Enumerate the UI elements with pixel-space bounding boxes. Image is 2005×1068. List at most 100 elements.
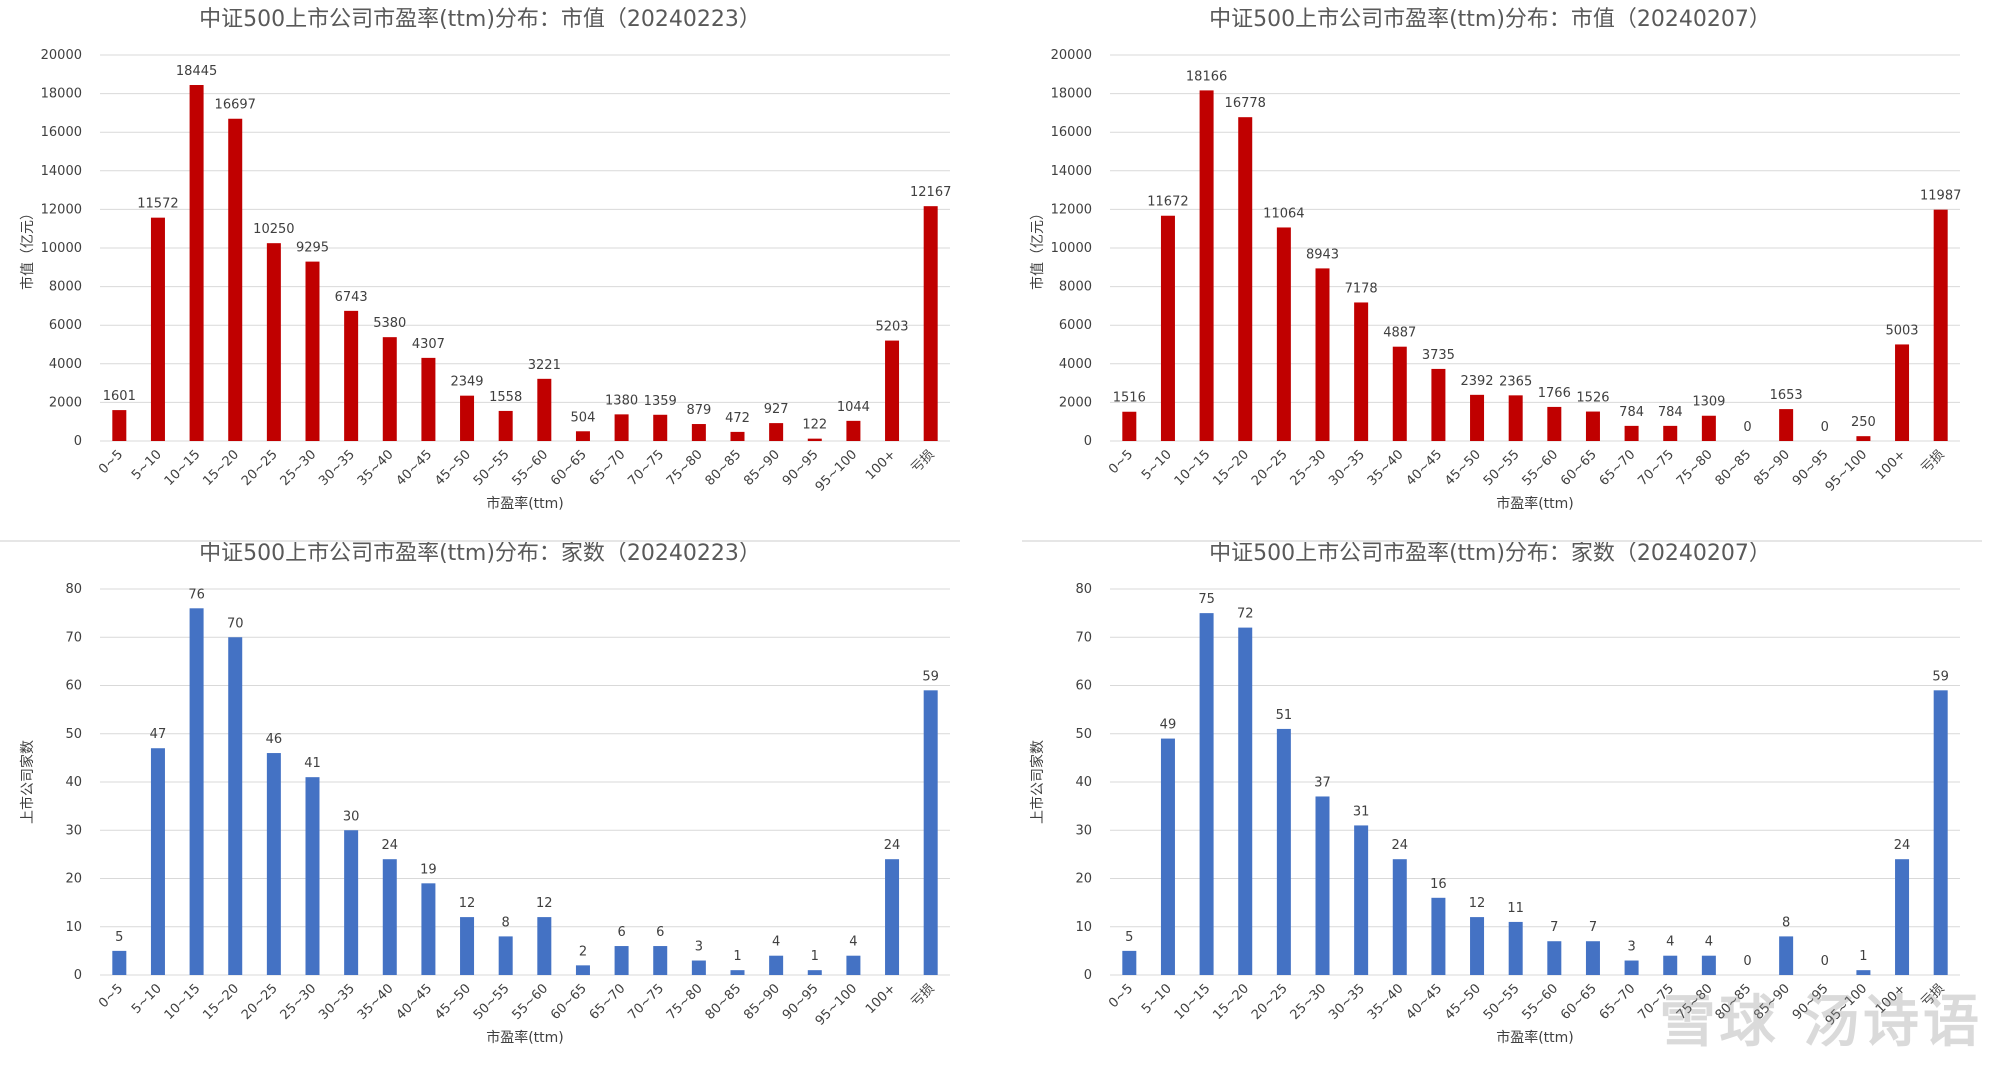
- x-tick-label: 45~50: [432, 447, 474, 489]
- x-tick-label: 50~55: [1481, 447, 1523, 489]
- data-label: 1380: [605, 393, 638, 408]
- bar: [344, 830, 359, 975]
- data-label: 37: [1314, 775, 1331, 790]
- bar: [807, 438, 822, 441]
- bar: [1585, 411, 1600, 441]
- bar: [1895, 859, 1910, 975]
- y-axis-label: 市值（亿元）: [19, 206, 36, 290]
- x-axis-label: 市盈率(ttm): [1496, 495, 1574, 512]
- x-tick-label: 50~55: [471, 981, 513, 1023]
- y-tick-label: 20: [65, 872, 82, 887]
- x-tick-label: 80~85: [703, 447, 745, 489]
- bar: [1276, 728, 1291, 975]
- x-tick-label: 75~80: [1674, 447, 1716, 489]
- bar: [460, 395, 475, 441]
- y-tick-label: 70: [1075, 630, 1092, 645]
- x-tick-label: 0~5: [96, 981, 126, 1011]
- bar: [498, 410, 513, 441]
- x-tick-label: 80~85: [703, 981, 745, 1023]
- data-label: 7: [1589, 920, 1597, 935]
- y-tick-label: 10: [65, 920, 82, 935]
- x-tick-label: 25~30: [1288, 447, 1330, 489]
- data-label: 7178: [1345, 281, 1378, 296]
- bar: [150, 748, 165, 975]
- x-tick-label: 15~20: [1210, 981, 1252, 1023]
- data-label: 4887: [1383, 326, 1416, 341]
- y-axis-label: 市值（亿元）: [1029, 206, 1046, 290]
- x-tick-label: 25~30: [278, 981, 320, 1023]
- data-label: 72: [1237, 607, 1254, 622]
- x-tick-label: 15~20: [200, 447, 242, 489]
- bar: [923, 690, 938, 975]
- x-tick-label: 95~100: [1823, 447, 1871, 495]
- data-label: 504: [571, 410, 596, 425]
- data-label: 5: [115, 930, 123, 945]
- data-label: 8: [1782, 915, 1790, 930]
- bar: [1122, 411, 1137, 441]
- bar: [1199, 90, 1214, 441]
- y-tick-label: 30: [65, 823, 82, 838]
- bar: [923, 206, 938, 441]
- chart-title: 中证500上市公司市盈率(ttm)分布：家数（20240223）: [199, 541, 761, 566]
- chart-market-cap-20240223: 中证500上市公司市盈率(ttm)分布：市值（20240223） 0 2000 400…: [0, 0, 990, 534]
- bar: [1431, 897, 1446, 975]
- bar: [575, 431, 590, 441]
- x-tick-label: 亏损: [1919, 447, 1948, 476]
- x-tick-label: 35~40: [355, 447, 397, 489]
- bar: [614, 414, 629, 441]
- data-label: 12: [1469, 896, 1486, 911]
- x-tick-label: 30~35: [1326, 981, 1368, 1023]
- x-tick-label: 50~55: [471, 447, 513, 489]
- x-tick-label: 100+: [1873, 447, 1909, 483]
- bar: [344, 310, 359, 441]
- horizontal-divider-right: [1022, 540, 1982, 542]
- y-tick-label: 6000: [49, 318, 82, 333]
- y-tick-label: 20: [1075, 872, 1092, 887]
- x-tick-label: 20~25: [1249, 981, 1291, 1023]
- x-tick-label: 85~90: [741, 447, 783, 489]
- data-label: 11987: [1920, 189, 1961, 204]
- y-tick-label: 0: [1084, 434, 1092, 449]
- y-tick-label: 70: [65, 630, 82, 645]
- x-axis-label: 市盈率(ttm): [1496, 1029, 1574, 1046]
- bar: [1470, 917, 1485, 975]
- data-label: 1: [811, 949, 819, 964]
- bar: [537, 378, 552, 441]
- bar: [730, 970, 745, 975]
- data-label: 24: [884, 838, 901, 853]
- data-label: 49: [1160, 718, 1177, 733]
- data-label: 4: [1666, 935, 1674, 950]
- y-tick-label: 80: [1075, 582, 1092, 597]
- bar: [1663, 425, 1678, 441]
- data-label: 59: [922, 669, 939, 684]
- bar: [1470, 394, 1485, 441]
- x-tick-label: 65~70: [587, 447, 629, 489]
- bar: [885, 859, 900, 975]
- x-tick-label: 85~90: [1751, 447, 1793, 489]
- bar: [189, 608, 204, 975]
- bar: [1122, 950, 1137, 975]
- data-label: 1044: [837, 400, 870, 415]
- bar: [1585, 941, 1600, 975]
- y-tick-label: 4000: [49, 357, 82, 372]
- bar: [1160, 738, 1175, 975]
- watermark: 雪球 汤诗语: [1659, 990, 1983, 1055]
- bar: [266, 243, 281, 441]
- data-label: 0: [1821, 420, 1829, 435]
- x-tick-label: 65~70: [1597, 981, 1639, 1023]
- bar: [1508, 921, 1523, 975]
- x-tick-label: 35~40: [1365, 447, 1407, 489]
- x-tick-label: 80~85: [1713, 447, 1755, 489]
- y-tick-label: 20000: [41, 48, 82, 63]
- data-label: 18445: [176, 64, 217, 79]
- data-label: 41: [304, 756, 321, 771]
- data-label: 11572: [137, 197, 178, 212]
- chart-company-count-20240223: 中证500上市公司市盈率(ttm)分布：家数（20240223） 0 10 20 30 4…: [0, 534, 990, 1068]
- chart-svg: 中证500上市公司市盈率(ttm)分布：市值（20240207） 0 2000 400…: [1029, 7, 1961, 512]
- data-label: 9295: [296, 241, 329, 256]
- data-label: 2: [579, 944, 587, 959]
- y-tick-label: 0: [1084, 968, 1092, 983]
- y-tick-label: 60: [65, 679, 82, 694]
- bar: [1856, 436, 1871, 441]
- bar: [1701, 415, 1716, 441]
